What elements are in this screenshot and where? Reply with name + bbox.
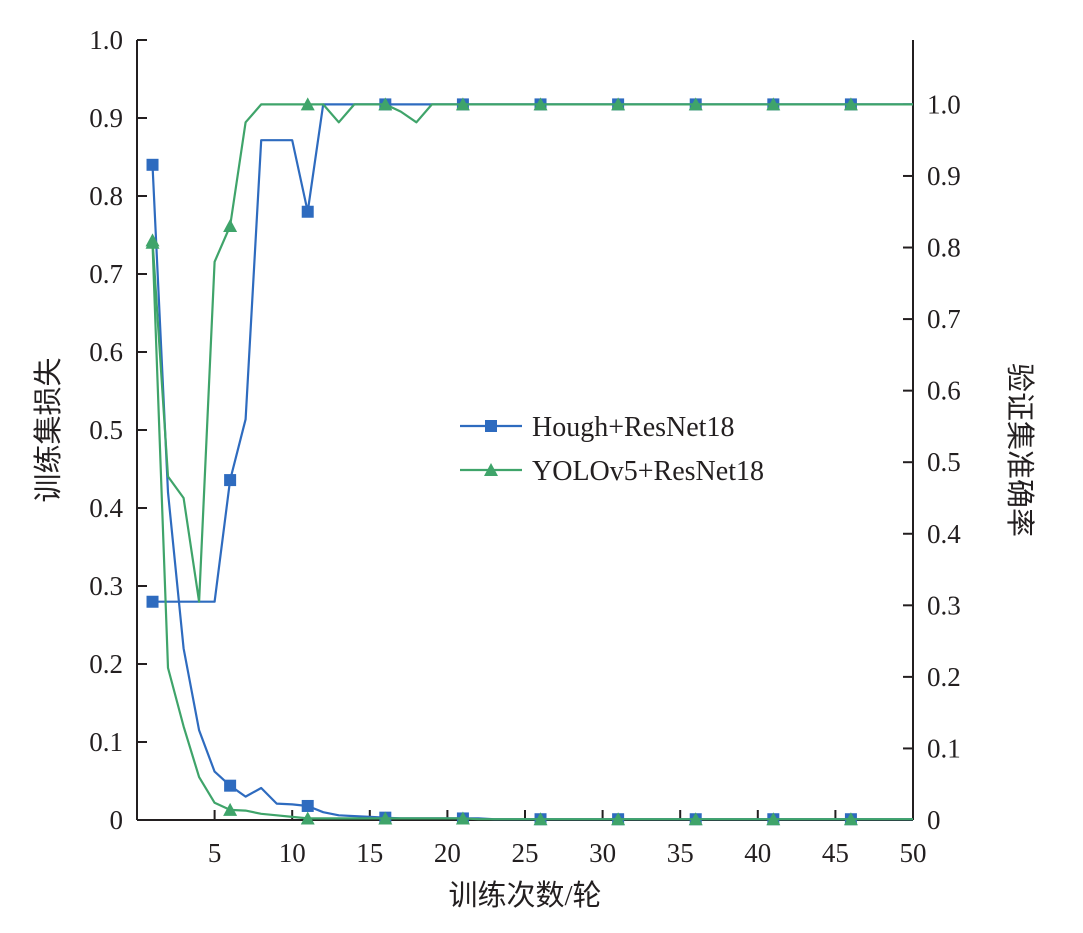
y-left-axis-title: 训练集损失	[32, 357, 65, 502]
x-tick-label: 10	[279, 838, 306, 868]
loss-point-yolo	[688, 812, 703, 826]
loss-point-yolo	[766, 812, 781, 826]
accuracy-point-yolo	[378, 97, 393, 111]
x-tick-label: 45	[822, 838, 849, 868]
y-left-tick-label: 0.7	[89, 259, 123, 289]
loss-point-yolo	[611, 812, 626, 826]
x-axis-title: 训练次数/轮	[448, 879, 601, 912]
x-tick-label: 35	[667, 838, 694, 868]
y-left-tick-label: 0.3	[89, 571, 123, 601]
loss-point-yolo	[223, 802, 238, 816]
y-right-tick-label: 0.8	[927, 233, 961, 263]
loss-point-hough	[224, 779, 237, 792]
loss-point-yolo	[843, 812, 858, 826]
series-layer	[145, 97, 913, 826]
y-left-tick-label: 0.8	[89, 181, 123, 211]
legend: Hough+ResNet18 YOLOv5+ResNet18	[460, 412, 764, 487]
x-tick-label: 40	[744, 838, 771, 868]
accuracy-point-yolo	[688, 97, 703, 111]
legend-label-hough: Hough+ResNet18	[532, 412, 734, 443]
x-tick-label: 25	[512, 838, 539, 868]
loss-line-hough	[151, 164, 913, 821]
accuracy-point-hough	[301, 205, 314, 218]
loss-point-yolo	[533, 812, 548, 826]
loss-point-hough	[146, 158, 159, 171]
x-tick-label: 5	[208, 838, 222, 868]
accuracy-point-yolo	[455, 97, 470, 111]
y-left-tick-label: 1.0	[89, 25, 123, 55]
accuracy-point-yolo	[766, 97, 781, 111]
y-right-axis-title: 验证集准确率	[1003, 363, 1036, 537]
y-right-tick-label: 1.0	[927, 89, 961, 119]
y-left-tick-label: 0.6	[89, 337, 123, 367]
accuracy-point-hough	[224, 474, 237, 487]
y-left-tick-label: 0.4	[89, 493, 123, 523]
y-left-tick-label: 0.9	[89, 103, 123, 133]
y-right-tick-label: 0.6	[927, 376, 961, 406]
loss-point-hough	[301, 799, 314, 812]
loss-point-yolo	[455, 811, 470, 825]
x-tick-label: 15	[356, 838, 383, 868]
y-right-tick-label: 0.3	[927, 590, 961, 620]
y-right-tick-label: 0	[927, 805, 941, 835]
y-left-tick-label: 0.5	[89, 415, 123, 445]
y-right-tick-label: 0.5	[927, 447, 961, 477]
loss-line-yolo	[151, 242, 913, 821]
x-tick-label: 30	[589, 838, 616, 868]
y-right-tick-label: 0.1	[927, 733, 961, 763]
y-left-tick-label: 0	[110, 805, 124, 835]
loss-point-yolo	[378, 811, 393, 825]
legend-marker-yolo	[484, 463, 498, 476]
accuracy-point-yolo	[300, 97, 315, 111]
axes-layer: 0 0.1 0.2 0.3 0.4 0.5 0.6 0.7 0.8 0.9 1.0 0 0.1 0.2 0.…	[89, 25, 961, 868]
accuracy-point-hough	[146, 595, 159, 608]
accuracy-point-yolo	[843, 97, 858, 111]
y-left-tick-label: 0.2	[89, 649, 123, 679]
y-right-tick-label: 0.7	[927, 304, 961, 334]
accuracy-point-yolo	[611, 97, 626, 111]
accuracy-point-yolo	[145, 233, 160, 247]
accuracy-point-yolo	[533, 97, 548, 111]
accuracy-point-yolo	[223, 219, 238, 233]
accuracy-line-hough	[152, 103, 913, 603]
y-right-tick-label: 0.9	[927, 161, 961, 191]
y-right-tick-label: 0.2	[927, 662, 961, 692]
y-right-tick-label: 0.4	[927, 519, 961, 549]
legend-marker-hough	[485, 420, 497, 432]
y-left-tick-label: 0.1	[89, 727, 123, 757]
accuracy-line-yolo	[151, 103, 913, 603]
legend-label-yolo: YOLOv5+ResNet18	[532, 456, 764, 487]
x-tick-label: 20	[434, 838, 461, 868]
x-tick-label: 50	[900, 838, 927, 868]
loss-point-yolo	[300, 811, 315, 825]
